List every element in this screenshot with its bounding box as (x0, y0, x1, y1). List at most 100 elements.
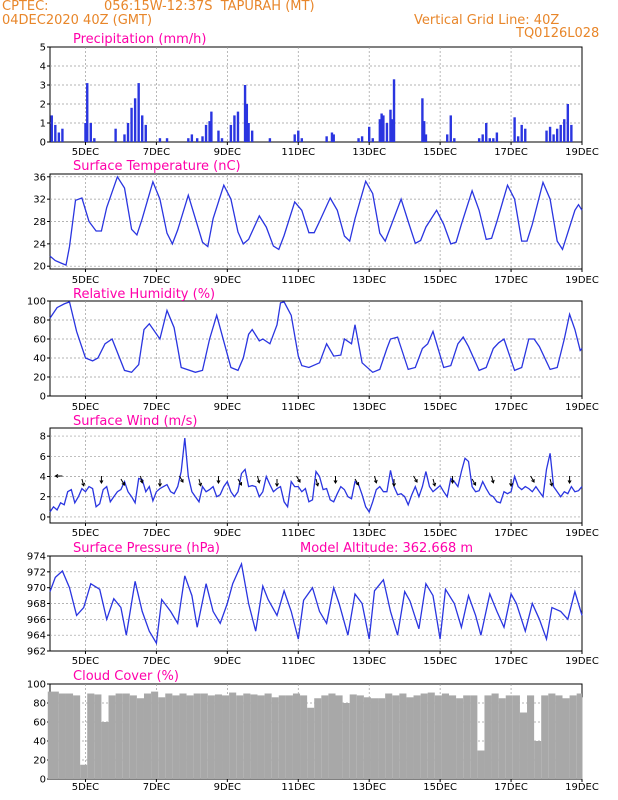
wind-arrow (81, 478, 85, 486)
wind-arrow-head (297, 479, 301, 483)
cloud-bar (498, 698, 506, 779)
cloud-bar (136, 698, 144, 779)
cloud-bar (534, 741, 542, 779)
x-tick-label: 13DEC (352, 147, 386, 158)
cloud-bar (300, 695, 308, 779)
y-tick-label: 40 (33, 737, 46, 748)
cloud-bar (562, 698, 570, 779)
cloud-bar (172, 695, 180, 779)
x-tick-label: 17DEC (494, 147, 528, 158)
precip-bar (513, 117, 516, 142)
precip-bar (421, 98, 424, 142)
cloud-bar (207, 695, 215, 779)
cloud-bar (491, 693, 499, 779)
header-source: CPTEC: (2, 0, 49, 14)
precip-bar (371, 138, 374, 142)
y-tick-label: 80 (33, 316, 46, 327)
y-tick-label: 1 (40, 119, 46, 130)
precip-bar (297, 130, 300, 142)
x-tick-label: 7DEC (143, 147, 170, 158)
precip-bar (250, 130, 254, 142)
precip-bar (93, 138, 96, 142)
wind-arrow (374, 475, 377, 483)
precip-bar (210, 111, 213, 142)
x-tick-label: 17DEC (494, 782, 528, 793)
y-tick-label: 24 (33, 239, 46, 250)
x-tick-label: 5DEC (72, 528, 99, 539)
wind-arrow (471, 478, 476, 486)
cloud-bar (392, 695, 400, 779)
cloud-bar (250, 694, 258, 779)
wind-arrow-head (238, 482, 243, 486)
x-tick-label: 13DEC (352, 782, 386, 793)
x-tick-label: 11DEC (281, 656, 315, 667)
x-tick-label: 11DEC (281, 782, 315, 793)
cloud-bar (541, 695, 549, 779)
cloud-bar (582, 697, 583, 779)
series-line-pressure (49, 561, 583, 646)
x-tick-label: 13DEC (352, 528, 386, 539)
cloud-bar (151, 691, 159, 779)
y-tick-label: 0 (40, 512, 46, 523)
precip-bar (330, 132, 334, 142)
y-tick-label: 0 (40, 138, 46, 149)
x-tick-label: 15DEC (423, 275, 457, 286)
precip-bar (195, 138, 199, 142)
y-tick-label: 4 (40, 62, 46, 73)
precip-bar (61, 128, 64, 142)
precip-bar (233, 115, 236, 142)
cloud-bar (413, 695, 421, 779)
cloud-bar (434, 695, 442, 779)
plot-frame (49, 46, 583, 143)
y-tick-label: 100 (27, 297, 46, 308)
panel-cloud: 0 20 40 60 80 100 5DEC 7DEC 9DEC 11DEC 13DEC 15DEC 1… (27, 669, 599, 793)
y-tick-label: 4 (40, 472, 46, 483)
y-tick-label: 972 (27, 567, 46, 578)
precip-bar (481, 134, 484, 142)
cloud-bar (349, 694, 357, 779)
precip-bar (492, 138, 495, 142)
x-tick-label: 9DEC (214, 275, 241, 286)
y-tick-label: 36 (33, 172, 46, 183)
precip-bar (545, 130, 548, 142)
y-tick-label: 966 (27, 615, 46, 626)
precip-bar (325, 136, 328, 142)
wind-arrow-head (373, 479, 378, 484)
precip-bar (368, 126, 371, 142)
cloud-bar (80, 764, 88, 779)
precip-bar (563, 119, 566, 142)
precip-bar (123, 134, 126, 142)
wind-arrow-head (275, 483, 279, 487)
y-tick-label: 20 (33, 262, 46, 273)
x-tick-label: 9DEC (214, 147, 241, 158)
wind-arrow (491, 475, 494, 483)
wind-arrow-head (549, 482, 554, 487)
precip-bar (520, 124, 523, 142)
precip-bar (449, 115, 452, 142)
cloud-bar (143, 693, 152, 779)
cloud-bar (370, 698, 379, 779)
cloud-bar (527, 695, 535, 779)
cloud-bar (456, 698, 464, 779)
wind-arrow-head (99, 480, 104, 484)
x-tick-label: 7DEC (143, 782, 170, 793)
wind-arrow-head (355, 482, 360, 486)
x-tick-label: 7DEC (143, 528, 170, 539)
series-line-wind (49, 438, 583, 514)
wind-arrow-head (509, 483, 514, 487)
precip-bar (389, 109, 392, 142)
precip-bar (84, 123, 87, 142)
wind-arrow-head (157, 483, 162, 487)
wind-arrow (198, 478, 202, 486)
wind-arrow (549, 478, 553, 486)
wind-arrow-head (450, 480, 455, 484)
y-tick-label: 6 (40, 452, 46, 463)
x-tick-label: 5DEC (72, 656, 99, 667)
precip-bar (477, 138, 481, 142)
y-tick-label: 968 (27, 599, 46, 610)
series-line-temp (49, 175, 583, 267)
cloud-bar (385, 693, 393, 779)
panel-title-rh: Relative Humidity (%) (73, 287, 215, 302)
cloud-bar (328, 693, 336, 779)
